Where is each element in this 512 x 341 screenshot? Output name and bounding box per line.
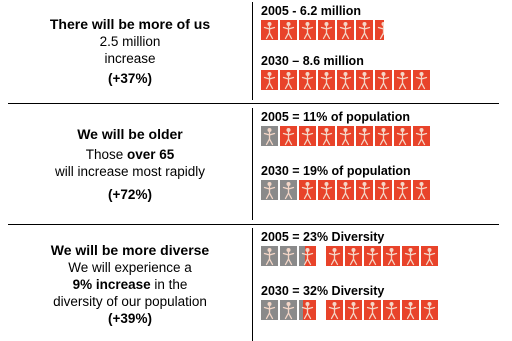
person-icon-gray — [280, 180, 297, 200]
row-heading: We will be more diverse — [50, 242, 210, 258]
person-icon-red — [280, 126, 297, 146]
icon-strip — [261, 300, 499, 320]
person-icon-red — [299, 180, 316, 200]
row-line-part: Those — [85, 146, 127, 162]
row-divider — [8, 103, 499, 104]
person-icon-partial — [375, 20, 384, 40]
stat-label: 2030 = 32% Diversity — [261, 284, 385, 298]
person-icon-red — [394, 180, 411, 200]
icon-strip — [261, 70, 499, 90]
row-line: will increase most rapidly — [54, 163, 206, 179]
stat-label: 2030 = 19% of population — [261, 164, 411, 178]
person-icon-red — [413, 126, 430, 146]
person-icon-red — [364, 246, 381, 266]
stat-block: 2005 - 6.2 million — [261, 4, 499, 40]
row-more-of-us: There will be more of us 2.5 million inc… — [8, 2, 499, 100]
person-icon-red — [299, 126, 316, 146]
stat-block: 2030 = 19% of population — [261, 164, 499, 200]
person-icon-split — [299, 246, 316, 266]
person-icon-red — [375, 180, 392, 200]
person-icon-red — [356, 20, 373, 40]
person-icon-red — [364, 300, 381, 320]
stat-block: 2005 = 11% of population — [261, 110, 499, 146]
person-icon-red — [356, 126, 373, 146]
person-icon-red — [299, 20, 316, 40]
stat-block: 2030 – 8.6 million — [261, 54, 499, 90]
stat-block: 2005 = 23% Diversity — [261, 230, 499, 266]
person-icon-red — [345, 300, 362, 320]
stat-label: 2005 = 11% of population — [261, 110, 410, 124]
row-graphic: 2005 - 6.2 million 2030 – 8.6 million — [253, 2, 499, 100]
person-icon-red — [413, 180, 430, 200]
person-icon-red — [318, 70, 335, 90]
row-line-bold: over 65 — [126, 146, 175, 162]
icon-strip — [261, 20, 499, 40]
person-icon-red — [394, 126, 411, 146]
row-line: diversity of our population — [53, 294, 207, 309]
row-line: Those over 65 — [86, 146, 175, 163]
person-icon-red — [326, 246, 343, 266]
person-icon-gray — [280, 300, 297, 320]
row-heading: There will be more of us — [49, 15, 211, 32]
row-percent: (+39%) — [108, 311, 152, 326]
row-line-part: in the — [150, 277, 188, 292]
row-line: increase — [104, 50, 156, 66]
icon-strip — [261, 126, 499, 146]
person-icon-red — [375, 126, 392, 146]
person-icon-gray — [261, 300, 278, 320]
person-icon-red — [394, 70, 411, 90]
person-icon-red — [326, 300, 343, 320]
row-text: We will be older Those over 65 will incr… — [8, 108, 253, 220]
person-icon-red — [383, 246, 400, 266]
person-icon-red — [318, 126, 335, 146]
person-icon-red — [280, 20, 297, 40]
stat-label: 2005 - 6.2 million — [261, 4, 362, 18]
person-icon-gray — [261, 246, 278, 266]
person-icon-red — [337, 20, 354, 40]
person-icon-red — [375, 70, 392, 90]
row-text: We will be more diverse We will experien… — [8, 228, 253, 341]
row-line-bold: 9% increase — [72, 277, 151, 292]
row-percent: (+72%) — [108, 186, 152, 202]
row-text: There will be more of us 2.5 million inc… — [8, 2, 253, 100]
row-divider — [8, 224, 499, 225]
person-icon-red — [299, 70, 316, 90]
person-icon-red — [345, 246, 362, 266]
person-icon-red — [318, 180, 335, 200]
icon-strip — [261, 180, 499, 200]
person-icon-gray — [261, 126, 278, 146]
person-icon-gray — [261, 180, 278, 200]
person-icon-red — [280, 70, 297, 90]
person-icon-red — [356, 70, 373, 90]
row-heading: We will be older — [77, 125, 183, 142]
person-icon-red — [383, 300, 400, 320]
person-icon-red — [337, 70, 354, 90]
stat-label: 2005 = 23% Diversity — [261, 230, 385, 244]
row-graphic: 2005 = 23% Diversity 2030 = 32% Diversit… — [253, 228, 499, 341]
icon-strip — [261, 246, 499, 266]
row-line: 2.5 million — [99, 33, 161, 49]
row-diverse: We will be more diverse We will experien… — [8, 228, 499, 341]
row-line: We will experience a — [68, 260, 192, 275]
person-icon-red — [261, 70, 278, 90]
person-icon-red — [402, 246, 419, 266]
row-percent: (+37%) — [108, 70, 152, 86]
row-line: 9% increase in the — [73, 276, 188, 293]
person-icon-red — [261, 20, 278, 40]
row-older: We will be older Those over 65 will incr… — [8, 108, 499, 220]
stat-block: 2030 = 32% Diversity — [261, 284, 499, 320]
person-icon-gray — [280, 246, 297, 266]
person-icon-red — [337, 180, 354, 200]
person-icon-red — [413, 70, 430, 90]
person-icon-red — [337, 126, 354, 146]
person-icon-split — [299, 300, 316, 320]
row-graphic: 2005 = 11% of population 2030 = 19% of p… — [253, 108, 499, 220]
person-icon-red — [421, 246, 438, 266]
person-icon-red — [318, 20, 335, 40]
stat-label: 2030 – 8.6 million — [261, 54, 364, 68]
person-icon-red — [421, 300, 438, 320]
person-icon-red — [402, 300, 419, 320]
person-icon-red — [356, 180, 373, 200]
